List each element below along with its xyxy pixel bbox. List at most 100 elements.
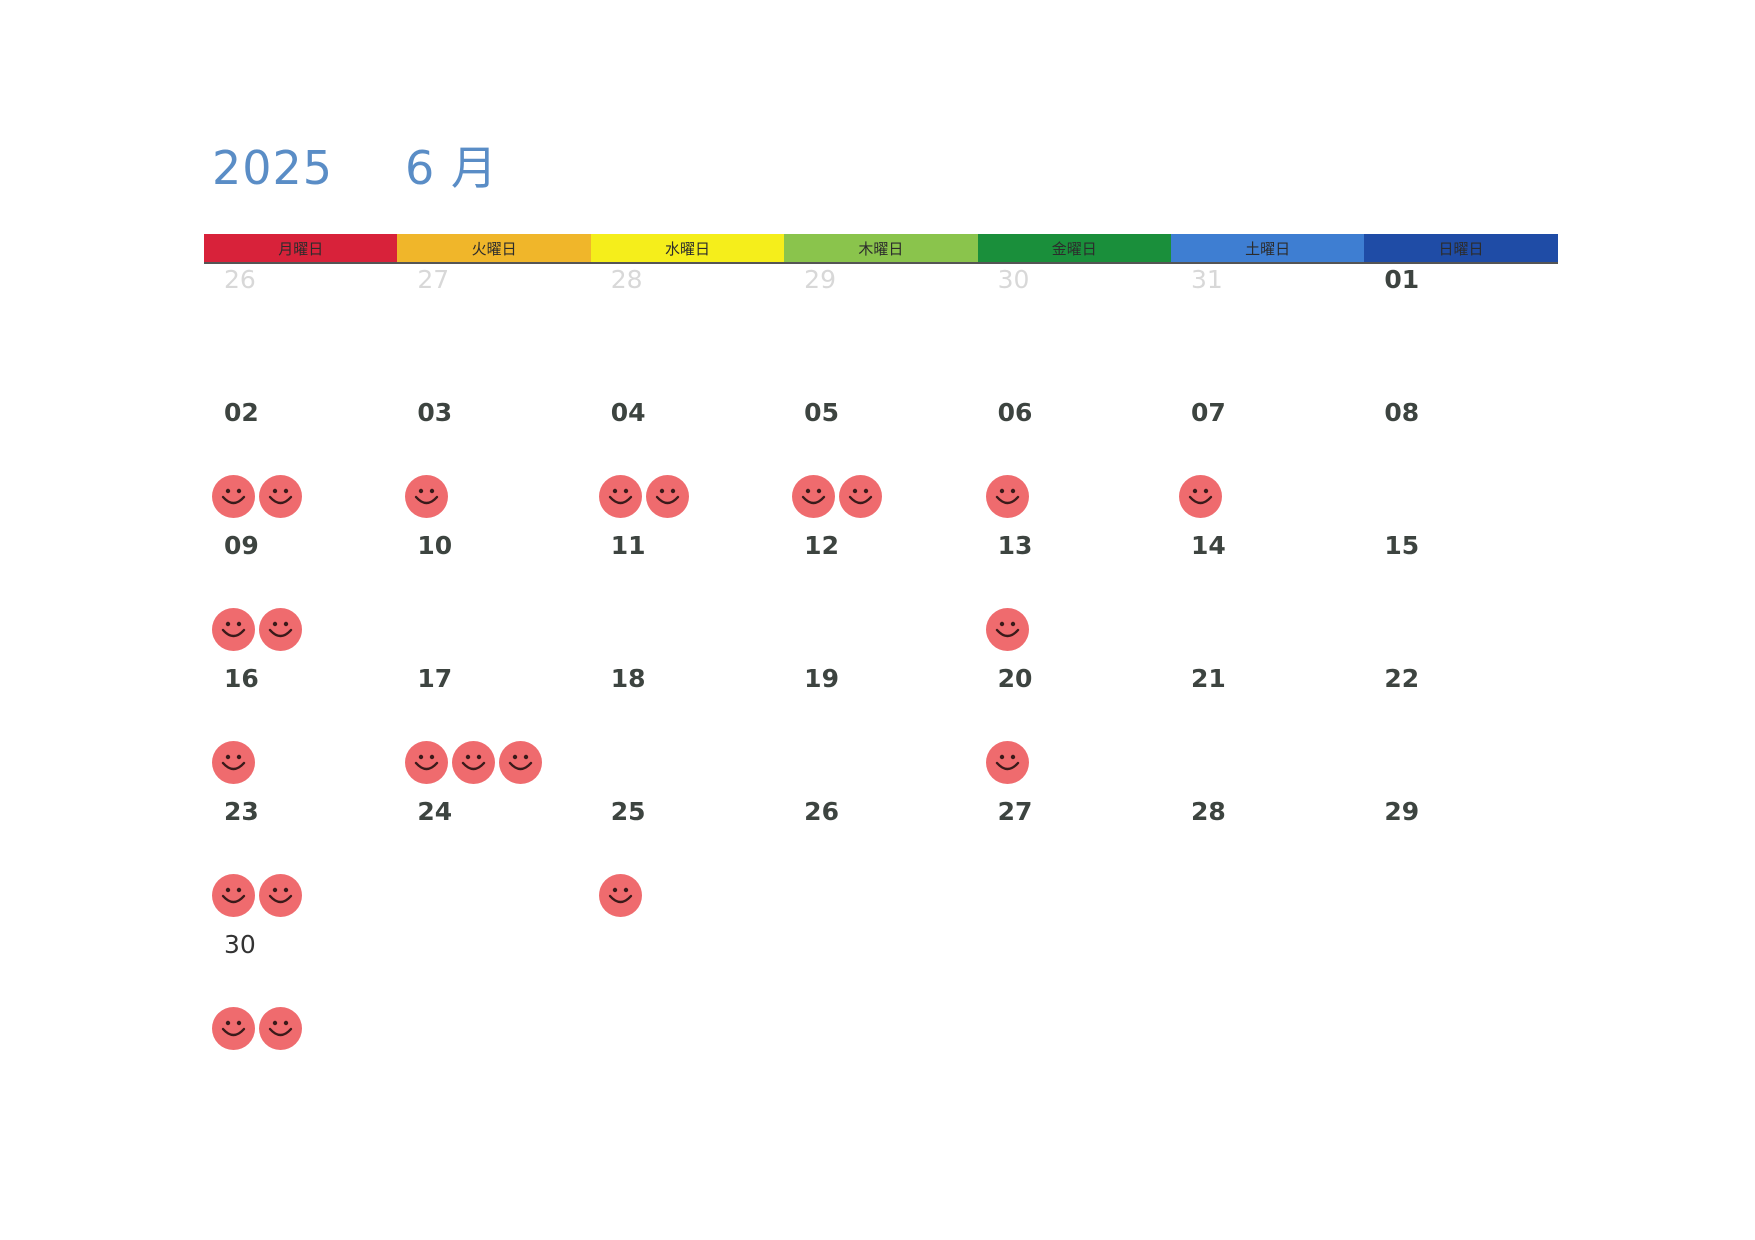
day-number: 06 xyxy=(997,398,1033,427)
day-cell xyxy=(1364,929,1557,1062)
smiley-sticker-icon xyxy=(212,608,255,651)
day-cell: 15 xyxy=(1364,530,1557,663)
day-cell: 12 xyxy=(784,530,977,663)
day-cell: 17 xyxy=(397,663,590,796)
day-number: 17 xyxy=(417,664,453,693)
day-number: 31 xyxy=(1190,265,1223,294)
day-number: 29 xyxy=(804,265,836,294)
smiley-sticker-icon xyxy=(598,475,642,518)
smiley-sticker-icon xyxy=(499,741,543,784)
day-cell: 27 xyxy=(397,264,590,397)
day-cell: 08 xyxy=(1364,397,1557,530)
day-cell: 10 xyxy=(397,530,590,663)
day-number: 09 xyxy=(224,531,259,560)
day-cell: 31 xyxy=(1171,264,1364,397)
day-cell: 23 xyxy=(204,796,397,929)
day-number: 05 xyxy=(804,398,839,427)
stamp-group xyxy=(212,608,302,651)
stamp-group xyxy=(598,475,689,518)
calendar-month: 6 月 xyxy=(405,141,498,195)
smiley-sticker-icon xyxy=(259,608,302,651)
calendar-year: 2025 xyxy=(212,141,334,195)
stamp-group xyxy=(985,608,1029,651)
stamp-group xyxy=(212,475,302,518)
day-cell: 05 xyxy=(784,397,977,530)
smiley-sticker-icon xyxy=(792,475,836,518)
day-number: 25 xyxy=(610,797,646,826)
day-number: 14 xyxy=(1190,531,1226,560)
day-number: 16 xyxy=(224,664,259,693)
day-number: 24 xyxy=(417,797,453,826)
day-cell: 26 xyxy=(784,796,977,929)
day-cell: 03 xyxy=(397,397,590,530)
day-number: 27 xyxy=(417,265,450,294)
day-number: 11 xyxy=(610,531,646,560)
day-cell: 29 xyxy=(784,264,977,397)
weekday-monday: 月曜日 xyxy=(204,234,398,262)
week-row: 09 10 11 12 13 14 15 xyxy=(204,530,1558,663)
weekday-saturday: 土曜日 xyxy=(1170,234,1365,262)
day-number: 01 xyxy=(1384,265,1420,294)
smiley-sticker-icon xyxy=(405,475,449,518)
day-number: 27 xyxy=(997,797,1033,826)
day-cell xyxy=(978,929,1171,1062)
day-number: 04 xyxy=(610,398,646,427)
day-cell: 26 xyxy=(204,264,397,397)
day-number: 26 xyxy=(804,797,839,826)
day-cell xyxy=(784,929,977,1062)
smiley-sticker-icon xyxy=(839,475,883,518)
day-cell: 11 xyxy=(591,530,784,663)
day-cell: 22 xyxy=(1364,663,1557,796)
day-cell: 27 xyxy=(978,796,1171,929)
day-number: 22 xyxy=(1384,664,1420,693)
day-cell: 02 xyxy=(204,397,397,530)
smiley-sticker-icon xyxy=(985,475,1029,518)
day-cell: 07 xyxy=(1171,397,1364,530)
smiley-sticker-icon xyxy=(212,1007,255,1050)
smiley-sticker-icon xyxy=(212,741,255,784)
day-number: 10 xyxy=(417,531,453,560)
day-number: 08 xyxy=(1384,398,1420,427)
stamp-group xyxy=(405,475,449,518)
smiley-sticker-icon xyxy=(1178,475,1222,518)
smiley-sticker-icon xyxy=(259,874,302,917)
weekday-header: 月曜日 火曜日 水曜日 木曜日 金曜日 土曜日 日曜日 xyxy=(204,234,1558,264)
weekday-wednesday: 水曜日 xyxy=(590,234,785,262)
week-row: 16 17 18 19 20 21 22 xyxy=(204,663,1558,796)
day-number: 29 xyxy=(1384,797,1420,826)
day-cell: 14 xyxy=(1171,530,1364,663)
day-number: 30 xyxy=(224,930,256,959)
weekday-tuesday: 火曜日 xyxy=(397,234,591,262)
day-number: 28 xyxy=(610,265,643,294)
smiley-sticker-icon xyxy=(985,741,1029,784)
stamp-group xyxy=(212,874,302,917)
day-number: 30 xyxy=(997,265,1030,294)
smiley-sticker-icon xyxy=(405,741,449,784)
day-number: 13 xyxy=(997,531,1033,560)
day-cell: 19 xyxy=(784,663,977,796)
weekday-thursday: 木曜日 xyxy=(784,234,978,262)
stamp-group xyxy=(985,741,1029,784)
stamp-group xyxy=(212,741,255,784)
day-cell: 28 xyxy=(591,264,784,397)
smiley-sticker-icon xyxy=(598,874,642,917)
smiley-sticker-icon xyxy=(212,475,255,518)
stamp-group xyxy=(985,475,1029,518)
day-number: 23 xyxy=(224,797,259,826)
day-number: 26 xyxy=(224,265,256,294)
day-cell: 28 xyxy=(1171,796,1364,929)
stamp-group xyxy=(405,741,543,784)
smiley-sticker-icon xyxy=(259,475,302,518)
weekday-friday: 金曜日 xyxy=(977,234,1171,262)
day-number: 02 xyxy=(224,398,259,427)
day-number: 18 xyxy=(610,664,646,693)
day-cell: 18 xyxy=(591,663,784,796)
day-number: 12 xyxy=(804,531,839,560)
day-number: 28 xyxy=(1190,797,1226,826)
day-number: 07 xyxy=(1190,398,1226,427)
smiley-sticker-icon xyxy=(645,475,689,518)
stamp-group xyxy=(792,475,883,518)
day-cell: 13 xyxy=(978,530,1171,663)
week-row: 30 xyxy=(204,929,1558,1062)
day-cell: 21 xyxy=(1171,663,1364,796)
